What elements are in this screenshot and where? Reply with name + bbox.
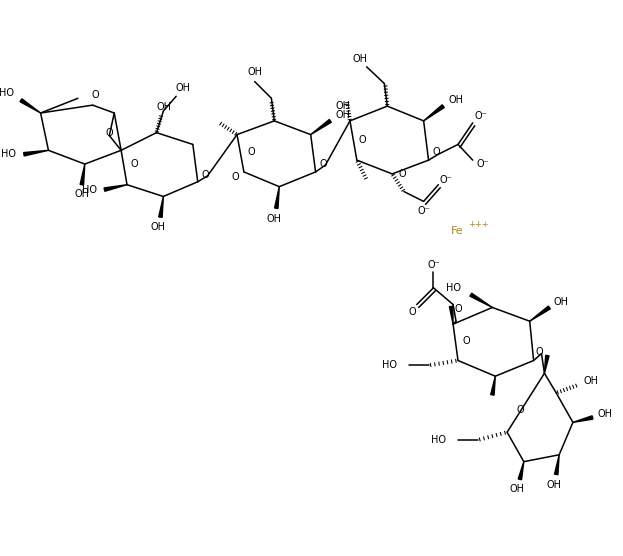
Polygon shape xyxy=(518,461,524,480)
Text: OH: OH xyxy=(336,110,351,120)
Text: OH: OH xyxy=(554,296,569,306)
Text: OH: OH xyxy=(176,83,191,93)
Polygon shape xyxy=(573,416,593,423)
Polygon shape xyxy=(311,120,331,135)
Text: O⁻: O⁻ xyxy=(476,159,489,169)
Polygon shape xyxy=(80,164,85,185)
Polygon shape xyxy=(470,293,492,307)
Text: OH: OH xyxy=(449,95,464,105)
Text: OH: OH xyxy=(247,67,262,77)
Text: OH: OH xyxy=(583,376,598,386)
Text: HO: HO xyxy=(431,435,446,445)
Text: Fe: Fe xyxy=(451,226,464,236)
Text: OH: OH xyxy=(151,222,166,232)
Text: O: O xyxy=(202,170,209,180)
Text: OH: OH xyxy=(267,214,282,224)
Text: OH: OH xyxy=(547,480,562,490)
Text: HO: HO xyxy=(0,88,14,98)
Text: OH: OH xyxy=(157,102,172,112)
Text: O⁻: O⁻ xyxy=(427,260,440,270)
Text: +++: +++ xyxy=(468,221,488,230)
Text: O: O xyxy=(92,90,100,100)
Text: OH: OH xyxy=(510,484,525,494)
Text: OH: OH xyxy=(352,54,368,64)
Text: O: O xyxy=(462,336,470,346)
Polygon shape xyxy=(24,150,49,156)
Text: O: O xyxy=(536,346,543,356)
Text: OH: OH xyxy=(336,101,351,111)
Text: O: O xyxy=(130,159,138,169)
Text: OH: OH xyxy=(598,409,613,419)
Text: O⁻: O⁻ xyxy=(440,175,452,185)
Polygon shape xyxy=(159,196,163,217)
Text: HO: HO xyxy=(446,283,461,293)
Polygon shape xyxy=(491,376,495,395)
Polygon shape xyxy=(530,306,550,321)
Polygon shape xyxy=(554,455,559,475)
Text: O: O xyxy=(454,305,462,315)
Text: O: O xyxy=(359,135,366,145)
Polygon shape xyxy=(275,187,279,208)
Polygon shape xyxy=(449,306,453,324)
Text: O: O xyxy=(105,128,113,138)
Text: OH: OH xyxy=(74,188,89,198)
Polygon shape xyxy=(104,185,127,191)
Text: O: O xyxy=(516,405,524,415)
Text: HO: HO xyxy=(1,149,16,159)
Text: O⁻: O⁻ xyxy=(474,111,487,121)
Text: O: O xyxy=(231,172,239,182)
Polygon shape xyxy=(424,105,444,121)
Text: O: O xyxy=(248,147,255,157)
Text: O: O xyxy=(320,159,327,169)
Text: O: O xyxy=(408,307,416,317)
Text: HO: HO xyxy=(382,360,397,370)
Polygon shape xyxy=(20,99,40,113)
Polygon shape xyxy=(545,355,549,373)
Text: HO: HO xyxy=(82,185,97,195)
Text: O⁻: O⁻ xyxy=(417,206,430,216)
Text: O: O xyxy=(432,147,440,157)
Text: O: O xyxy=(398,169,406,179)
